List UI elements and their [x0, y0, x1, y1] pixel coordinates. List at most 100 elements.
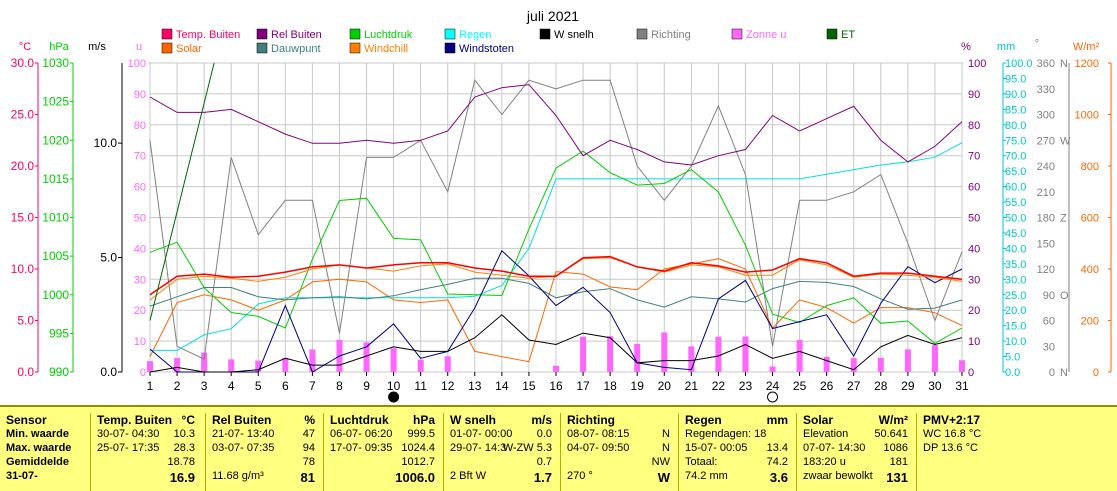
solar-axis-tick-label: 1000	[1075, 110, 1099, 122]
sun-hours-bar	[553, 365, 559, 372]
sun-hours-bar	[688, 346, 695, 372]
direction-axis-tick-label: 0	[1049, 367, 1055, 379]
rain-axis-tick-label: 15.0	[1005, 321, 1026, 333]
stats-label-current: 31-07-	[6, 470, 38, 482]
stats-row: 30-07- 04:30 10.3	[91, 428, 203, 442]
sun-hours-bar	[850, 358, 857, 372]
series-temp-line	[149, 255, 963, 296]
stats-cell-value: 1.7	[533, 470, 552, 485]
stats-cell-label: 08-07- 08:15	[567, 428, 630, 440]
sun-hours-bar	[444, 356, 451, 372]
stats-cell-label: 2 Bft W	[450, 470, 487, 482]
stats-header-wind: W snelh m/s	[444, 413, 558, 428]
humidity-axis-tick-label: 80	[968, 120, 980, 132]
direction-axis-tick-label: 270	[1037, 135, 1055, 147]
sun-hours-bar	[417, 359, 424, 372]
stats-cell-label: 11.68 g/m³	[212, 470, 264, 482]
stats-cell-label: Elevation	[803, 428, 849, 440]
stats-cell-value: 131	[886, 470, 908, 485]
x-tick-label: 22	[712, 379, 726, 393]
stats-cell-value: 50.641	[874, 428, 908, 440]
stats-header-title: Regen	[685, 413, 722, 427]
stats-row: 06-07- 06:20 999.5	[324, 428, 441, 442]
stats-row: 07-07- 14:30 1086	[797, 442, 914, 456]
sun-hours-bar	[959, 360, 965, 372]
stats-row: 15-07- 00:05 13.4	[679, 442, 794, 456]
legend-label: Windstoten	[459, 43, 514, 55]
legend-label: Dauwpunt	[271, 43, 321, 55]
stats-cell-label: WC 16.8 °C	[923, 428, 982, 440]
x-tick-label: 20	[658, 379, 672, 393]
solar-axis-tick-label: 200	[1081, 316, 1099, 328]
stats-cell-label: zwaar bewolkt	[803, 470, 873, 482]
stats-header-solar: Solar W/m²	[797, 413, 914, 428]
stats-row: 0.7	[444, 456, 558, 470]
stats-cell-value: 1006.0	[395, 470, 435, 485]
rain-axis-tick-label: 0.0	[1005, 367, 1020, 379]
sun-hours-bar	[634, 343, 641, 372]
stats-header-sensor: Sensor	[6, 413, 47, 427]
rain-axis-tick-label: 65.0	[1005, 166, 1026, 178]
x-tick-label: 13	[468, 379, 482, 393]
sun-hours-bar	[363, 342, 370, 372]
stats-row: Regendagen: 18	[679, 428, 794, 442]
sun-hours-bar	[742, 336, 749, 372]
stats-column-pmv: PMV+2:17 WC 16.8 °C DP 13.6 °C	[916, 413, 1112, 491]
stats-label-max: Max. waarde	[6, 442, 72, 454]
rain-axis-tick-label: 75.0	[1005, 135, 1026, 147]
rain-axis-tick-label: 85.0	[1005, 104, 1026, 116]
full-moon-icon	[767, 391, 779, 403]
x-tick-label: 26	[820, 379, 834, 393]
humidity-axis-tick-label: 60	[968, 182, 980, 194]
pressure-axis-tick-label: 1025	[42, 95, 69, 109]
series-pressure-line	[149, 150, 963, 345]
direction-axis-tick-label: 120	[1037, 264, 1055, 276]
stats-cell-value: 1024.4	[401, 442, 435, 454]
sun-hours-bar	[715, 336, 722, 372]
rain-axis-tick-label: 30.0	[1005, 274, 1026, 286]
stats-row: 1012.7	[324, 456, 441, 470]
stats-row: DP 13.6 °C	[917, 442, 1112, 456]
sun-hours-bar	[309, 349, 316, 372]
rain-axis-tick-label: 90.0	[1005, 89, 1026, 101]
rain-axis-tick-label: 35.0	[1005, 259, 1026, 271]
stats-cell-value: 0.7	[536, 456, 552, 468]
stats-column-pres: Luchtdruk hPa 06-07- 06:20 999.5 17-07- 09:3…	[323, 413, 441, 491]
sun-axis-tick-label: 10	[134, 336, 146, 348]
direction-axis-tick-label: 210	[1037, 187, 1055, 199]
humidity-axis-tick-label: 70	[968, 151, 980, 163]
stats-cell-value: N	[662, 428, 670, 440]
stats-cell-value: NW	[651, 456, 670, 468]
rain-axis-tick-label: 80.0	[1005, 120, 1026, 132]
sun-axis-tick-label: 70	[134, 151, 146, 163]
sun-hours-bar	[255, 360, 262, 372]
pressure-axis-tick-label: 1020	[42, 133, 69, 147]
x-tick-label: 23	[739, 379, 753, 393]
rain-axis-tick-label: 70.0	[1005, 151, 1026, 163]
x-tick-label: 29	[901, 379, 915, 393]
humidity-axis-tick-label: 20	[968, 305, 980, 317]
rain-axis-tick-label: 55.0	[1005, 197, 1026, 209]
stats-row: 1006.0	[324, 470, 441, 485]
stats-column-rain: Regen mm Regendagen: 18 15-07- 00:05 13.4 Tot…	[678, 413, 794, 491]
stats-row: 74.2 mm 3.6	[679, 470, 794, 485]
legend-label: Temp. Buiten	[176, 29, 240, 41]
stats-header-unit: %	[304, 413, 315, 427]
stats-header-unit: hPa	[412, 413, 435, 427]
x-tick-label: 21	[685, 379, 699, 393]
stats-cell-value: 28.3	[173, 442, 195, 454]
stats-header-hum: Rel Buiten%	[206, 413, 321, 428]
stats-cell-label: 06-07- 06:20	[330, 428, 393, 440]
wind-axis-tick-label: 10.0	[94, 136, 118, 150]
stats-label-column: Sensor Min. waarde Max. waarde Gemiddeld…	[6, 413, 88, 491]
statistics-panel: Sensor Min. waarde Max. waarde Gemiddeld…	[0, 405, 1117, 491]
legend-swatch	[161, 42, 173, 54]
rain-axis-tick-label: 60.0	[1005, 182, 1026, 194]
stats-cell-label: 03-07- 07:35	[212, 442, 275, 454]
chart-canvas: 1 2 3 4 5 6 7 8 9 10 11 12 13 14 15 16 17 18 19 20 21 22 23 24 2…	[11, 8, 1112, 403]
wind-axis-unit: m/s	[88, 41, 106, 53]
x-tick-label: 16	[549, 379, 563, 393]
legend-swatch	[444, 28, 456, 40]
humidity-axis-tick-label: 10	[968, 336, 980, 348]
solar-axis-tick-label: 800	[1081, 161, 1099, 173]
